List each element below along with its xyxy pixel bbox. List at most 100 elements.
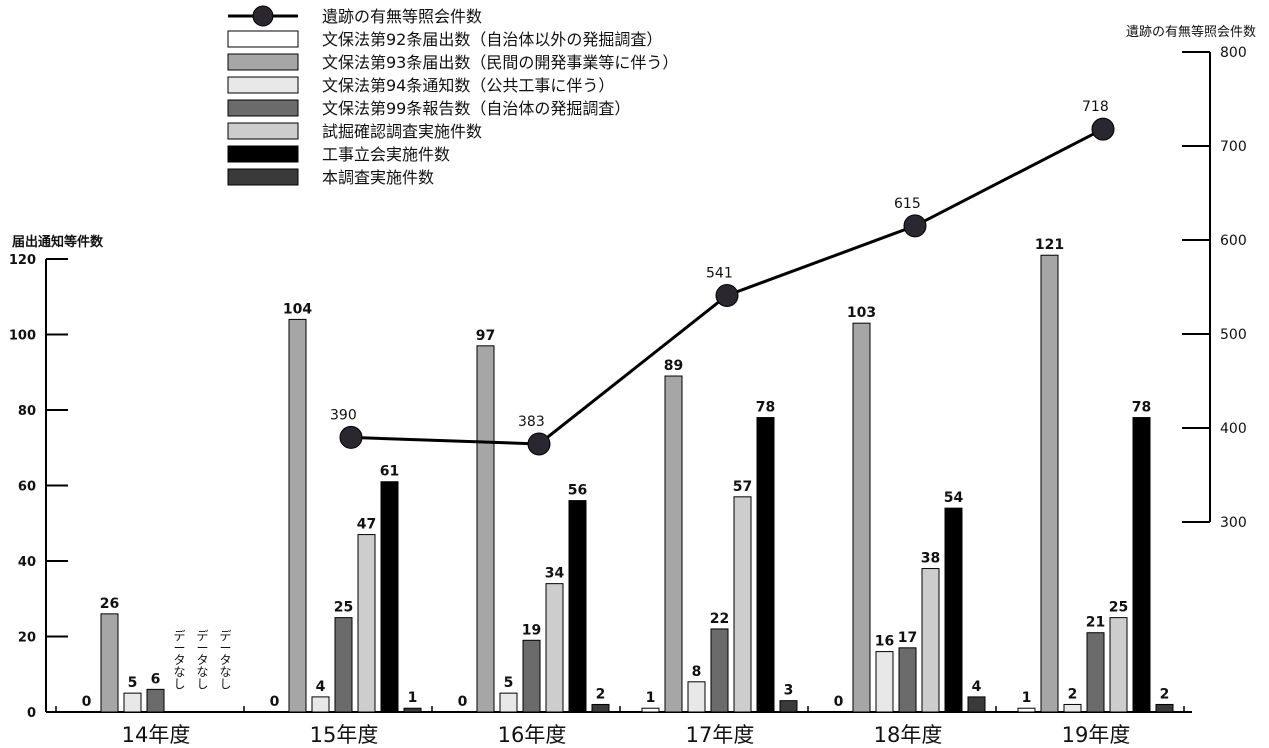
no-data-label: な: [196, 665, 208, 679]
no-data-label: し: [196, 677, 208, 691]
bar: [545, 583, 564, 713]
left-tick-label: 80: [18, 404, 36, 419]
bar-value-label: 89: [664, 358, 683, 374]
bar: [1109, 617, 1128, 713]
bar: [476, 345, 495, 713]
bar: [710, 628, 729, 713]
bar: [898, 647, 917, 713]
bar: [756, 417, 775, 713]
bar-value-label: 57: [733, 479, 752, 495]
bar: [967, 696, 986, 713]
bar-value-label: 1: [646, 690, 656, 706]
bar-value-label: 19: [522, 622, 541, 638]
axes: 届出通知等件数 遺跡の有無等照会件数 020406080100120300400…: [9, 24, 1256, 721]
bar: [1040, 254, 1059, 713]
bar: [1155, 703, 1174, 713]
right-tick-label: 500: [1220, 327, 1247, 343]
bar: [687, 681, 706, 713]
bar: [641, 707, 660, 713]
bar: [334, 617, 353, 713]
x-category-label: 19年度: [1062, 723, 1131, 747]
no-data-label: ー: [196, 641, 208, 655]
legend-swatch: [227, 76, 299, 94]
line-point: [715, 283, 739, 307]
bar: [921, 568, 940, 713]
no-data-label: し: [173, 677, 185, 691]
left-tick-label: 60: [18, 480, 36, 495]
bar-value-label: 4: [972, 679, 982, 695]
no-data-label: タ: [196, 653, 208, 667]
bar: [852, 322, 871, 713]
line-value-label: 383: [518, 414, 545, 430]
legend-label: 文保法第92条届出数（自治体以外の発掘調査）: [322, 30, 662, 49]
bar-value-label: 0: [270, 694, 280, 710]
bar-value-label: 25: [334, 600, 353, 616]
bar-value-label: 16: [875, 634, 894, 650]
bar-value-label: 104: [283, 301, 312, 317]
no-data-label: デ: [196, 628, 208, 643]
line-point: [527, 432, 551, 456]
bar-value-label: 6: [151, 671, 161, 687]
bar-value-label: 5: [504, 675, 514, 691]
bar: [380, 481, 399, 713]
bar-value-label: 25: [1109, 600, 1128, 616]
bar: [499, 692, 518, 713]
bar: [664, 375, 683, 713]
bar-value-label: 2: [1160, 686, 1170, 702]
left-tick-label: 20: [18, 631, 36, 646]
right-axis-title: 遺跡の有無等照会件数: [1126, 24, 1256, 40]
legend-label: 遺跡の有無等照会件数: [322, 7, 482, 26]
legend-label: 工事立会実施件数: [322, 145, 450, 164]
line-point: [339, 425, 363, 449]
bar-value-label: 2: [596, 686, 606, 702]
bar-value-label: 22: [710, 611, 729, 627]
bar-value-label: 78: [756, 400, 775, 416]
no-data-label: な: [173, 665, 185, 679]
bar-value-label: 8: [692, 664, 702, 680]
line-point: [1091, 117, 1115, 141]
no-data-label: な: [219, 665, 231, 679]
bar: [1017, 707, 1036, 713]
bar-value-label: 4: [316, 679, 326, 695]
bar-value-label: 54: [944, 490, 964, 506]
bar: [591, 703, 610, 713]
bar-value-label: 97: [476, 328, 495, 344]
right-tick-label: 800: [1220, 45, 1247, 61]
bar-value-label: 121: [1035, 237, 1064, 253]
legend-label: 本調査実施件数: [322, 168, 434, 187]
bar-value-label: 61: [380, 464, 399, 480]
bar: [100, 613, 119, 713]
no-data-label: デ: [219, 628, 231, 643]
bar-value-label: 1: [1022, 690, 1032, 706]
right-tick-label: 700: [1220, 139, 1247, 155]
left-tick-label: 100: [9, 329, 36, 344]
legend-swatch: [227, 99, 299, 117]
bar: [522, 639, 541, 713]
legend-label: 文保法第99条報告数（自治体の発掘調査）: [322, 99, 630, 118]
bar: [288, 318, 307, 713]
legend-label: 文保法第94条通知数（公共工事に伴う）: [322, 76, 614, 95]
no-data-label: デ: [173, 628, 185, 643]
x-category-label: 15年度: [310, 723, 379, 747]
legend-swatch: [227, 30, 299, 48]
bar-value-label: 21: [1086, 615, 1105, 631]
x-categories: 14年度 15年度 16年度 17年度 18年度 19年度: [122, 723, 1131, 747]
legend-swatch: [227, 53, 299, 71]
no-data-label: タ: [219, 653, 231, 667]
legend-swatch: [227, 122, 299, 140]
bar-value-label: 2: [1068, 686, 1078, 702]
left-tick-label: 0: [27, 706, 36, 721]
bar-value-label: 0: [82, 694, 92, 710]
bar: [357, 534, 376, 713]
bar-value-label: 26: [100, 596, 119, 612]
x-category-label: 14年度: [122, 723, 191, 747]
left-axis-title: 届出通知等件数: [12, 234, 104, 250]
bar-value-label: 0: [834, 694, 844, 710]
bar: [779, 700, 798, 713]
bar-value-label: 17: [898, 630, 917, 646]
bar-value-label: 78: [1132, 400, 1151, 416]
bar: [875, 651, 894, 713]
